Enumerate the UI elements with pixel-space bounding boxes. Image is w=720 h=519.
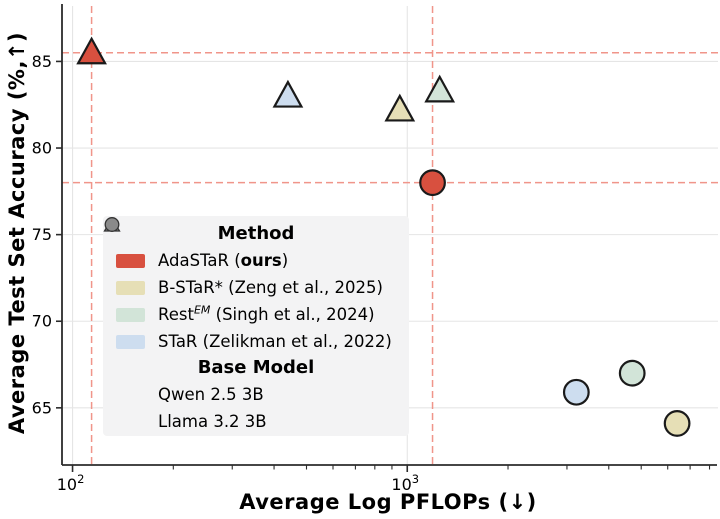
x-tick-label: 102 <box>57 472 85 494</box>
y-axis-label: Average Test Set Accuracy (%,↑) <box>5 31 29 435</box>
marker-b-star-zeng-et-al-20-qwen-2-5-3b <box>384 93 416 122</box>
legend-item-label: STaR (Zelikman et al., 2022) <box>158 332 392 351</box>
y-tick-label: 70 <box>32 312 52 331</box>
legend-item-label: AdaSTaR (ours) <box>158 251 289 270</box>
legend-item-restem: RestEM (Singh et al., 2024) <box>103 301 409 328</box>
marker-restem-singh-et-al-2-llama-3-2-3b <box>618 359 646 387</box>
y-tick-label: 85 <box>32 52 52 71</box>
marker-adastar-ours-llama-3-2-3b <box>419 169 446 197</box>
legend-item-star: STaR (Zelikman et al., 2022) <box>103 328 409 355</box>
legend-base-model-title: Base Model <box>197 357 315 378</box>
marker-adastar-ours-qwen-2-5-3b <box>76 36 107 65</box>
legend-item-bstar: B-STaR* (Zeng et al., 2025) <box>103 274 409 301</box>
restem-color-swatch <box>116 307 145 322</box>
legend-item-adastar: AdaSTaR (ours) <box>103 247 409 274</box>
marker-restem-singh-et-al-2-qwen-2-5-3b <box>424 74 456 103</box>
legend-item-label: Llama 3.2 3B <box>158 412 267 431</box>
x-axis-label: Average Log PFLOPs (↓) <box>239 490 537 514</box>
legend: Method AdaSTaR (ours) B-STaR* (Zeng et a… <box>103 216 409 436</box>
star-color-swatch <box>116 334 145 349</box>
legend-item-label: B-STaR* (Zeng et al., 2025) <box>158 278 383 297</box>
y-tick-label: 75 <box>32 225 52 244</box>
marker-star-zelikman-et-al--qwen-2-5-3b <box>272 79 304 108</box>
legend-item-qwen: Qwen 2.5 3B <box>103 217 409 408</box>
legend-method-title: Method <box>217 223 295 244</box>
marker-b-star-zeng-et-al-20-llama-3-2-3b <box>663 410 691 437</box>
y-tick-label: 80 <box>32 139 52 158</box>
bstar-color-swatch <box>116 280 145 295</box>
y-tick-label: 65 <box>32 398 52 417</box>
legend-item-llama: Llama 3.2 3B <box>103 217 409 435</box>
legend-item-label: Qwen 2.5 3B <box>158 385 264 404</box>
marker-star-zelikman-et-al--llama-3-2-3b <box>562 378 590 406</box>
adastar-color-swatch <box>116 253 145 268</box>
legend-item-label: RestEM (Singh et al., 2024) <box>158 303 375 325</box>
